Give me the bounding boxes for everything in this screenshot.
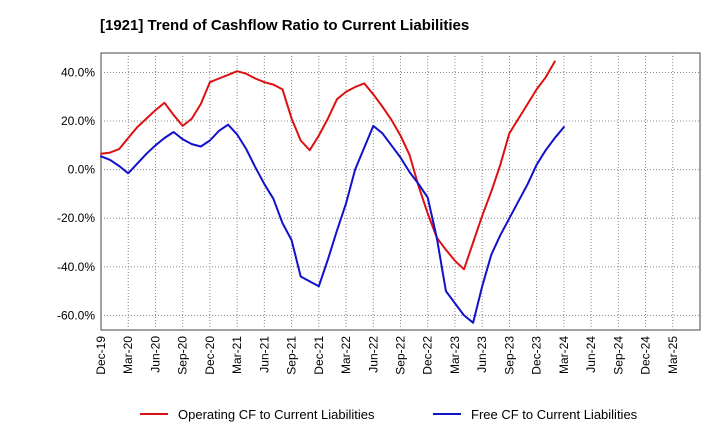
x-tick-label: Mar-21: [230, 336, 244, 374]
x-tick-label: Dec-24: [639, 336, 653, 375]
x-tick-label: Dec-21: [312, 336, 326, 375]
x-tick-label: Sep-22: [394, 336, 408, 375]
y-tick-label: -60.0%: [57, 308, 95, 322]
x-tick-label: Sep-20: [176, 336, 190, 375]
x-tick-label: Jun-23: [475, 336, 489, 373]
x-tick-label: Dec-20: [203, 336, 217, 375]
x-tick-label: Mar-24: [557, 336, 571, 374]
x-tick-label: Mar-22: [339, 336, 353, 374]
chart-title: [1921] Trend of Cashflow Ratio to Curren…: [100, 17, 469, 34]
x-tick-label: Jun-22: [366, 336, 380, 373]
legend: Operating CF to Current Liabilities Free …: [140, 407, 638, 422]
grid-lines: [101, 53, 700, 330]
legend-label: Operating CF to Current Liabilities: [178, 407, 375, 422]
x-tick-label: Dec-23: [530, 336, 544, 375]
y-tick-label: 0.0%: [68, 163, 96, 177]
legend-label: Free CF to Current Liabilities: [471, 407, 638, 422]
x-tick-label: Jun-21: [257, 336, 271, 373]
x-tick-label: Mar-20: [121, 336, 135, 374]
x-tick-label: Sep-23: [502, 336, 516, 375]
y-tick-label: -20.0%: [57, 211, 95, 225]
y-tick-label: 40.0%: [61, 65, 95, 79]
series-line-operating-cf: [100, 60, 556, 271]
series-line-free-cf: [100, 123, 565, 324]
x-tick-label: Sep-21: [285, 336, 299, 375]
y-axis-ticks: 40.0% 20.0% 0.0% -20.0% -40.0% -60.0%: [57, 65, 95, 322]
x-tick-label: Jun-24: [584, 336, 598, 373]
x-tick-label: Mar-25: [666, 336, 680, 374]
y-tick-label: -40.0%: [57, 260, 95, 274]
y-tick-label: 20.0%: [61, 114, 95, 128]
x-tick-label: Dec-19: [94, 336, 108, 375]
x-axis-ticks: Dec-19 Mar-20 Jun-20 Sep-20 Dec-20 Mar-21 Jun-…: [94, 336, 680, 375]
series-lines: [100, 60, 565, 324]
x-tick-label: Mar-23: [448, 336, 462, 374]
x-tick-label: Dec-22: [421, 336, 435, 375]
x-tick-label: Jun-20: [148, 336, 162, 373]
x-tick-label: Sep-24: [611, 336, 625, 375]
